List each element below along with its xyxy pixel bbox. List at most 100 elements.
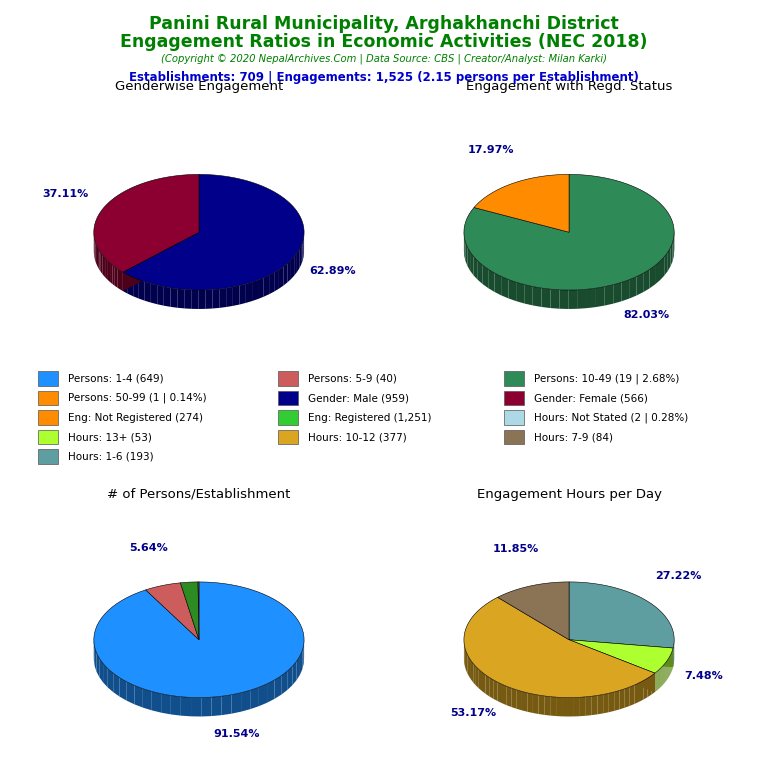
- Polygon shape: [259, 684, 267, 706]
- Text: 11.85%: 11.85%: [493, 544, 539, 554]
- Polygon shape: [586, 697, 591, 716]
- Polygon shape: [104, 257, 106, 278]
- Polygon shape: [106, 259, 108, 280]
- Polygon shape: [474, 257, 478, 280]
- Polygon shape: [133, 277, 139, 299]
- Polygon shape: [161, 694, 170, 714]
- Polygon shape: [569, 640, 655, 692]
- Polygon shape: [269, 273, 274, 294]
- Polygon shape: [551, 289, 560, 309]
- Polygon shape: [651, 673, 655, 695]
- Polygon shape: [144, 282, 151, 303]
- Polygon shape: [252, 280, 258, 301]
- Polygon shape: [99, 251, 101, 272]
- Polygon shape: [482, 265, 488, 288]
- FancyBboxPatch shape: [504, 430, 524, 445]
- Polygon shape: [550, 697, 556, 716]
- Polygon shape: [488, 270, 495, 292]
- Polygon shape: [467, 654, 469, 677]
- Polygon shape: [470, 252, 474, 276]
- Polygon shape: [97, 247, 98, 267]
- Polygon shape: [469, 657, 471, 680]
- Polygon shape: [508, 280, 516, 301]
- Polygon shape: [212, 289, 220, 309]
- Polygon shape: [498, 682, 502, 703]
- Polygon shape: [493, 680, 498, 701]
- Polygon shape: [94, 174, 199, 272]
- Title: # of Persons/Establishment: # of Persons/Establishment: [108, 488, 290, 501]
- Polygon shape: [569, 640, 673, 673]
- Text: Engagement Ratios in Economic Activities (NEC 2018): Engagement Ratios in Economic Activities…: [121, 33, 647, 51]
- Polygon shape: [99, 658, 103, 683]
- Text: Eng: Not Registered (274): Eng: Not Registered (274): [68, 412, 204, 422]
- Polygon shape: [220, 288, 226, 308]
- Text: Establishments: 709 | Engagements: 1,525 (2.15 persons per Establishment): Establishments: 709 | Engagements: 1,525…: [129, 71, 639, 84]
- Polygon shape: [637, 273, 644, 296]
- Polygon shape: [170, 288, 177, 308]
- Text: 5.64%: 5.64%: [129, 543, 168, 553]
- Polygon shape: [489, 677, 493, 699]
- Polygon shape: [300, 650, 303, 675]
- Polygon shape: [639, 680, 644, 702]
- Polygon shape: [578, 290, 587, 309]
- FancyBboxPatch shape: [504, 410, 524, 425]
- Polygon shape: [294, 253, 297, 276]
- Polygon shape: [644, 270, 650, 292]
- Polygon shape: [246, 282, 252, 303]
- Polygon shape: [180, 582, 199, 640]
- Polygon shape: [664, 252, 668, 276]
- Polygon shape: [670, 243, 673, 266]
- Text: 91.54%: 91.54%: [214, 729, 260, 739]
- Polygon shape: [123, 174, 304, 290]
- Polygon shape: [630, 685, 634, 706]
- Polygon shape: [112, 265, 114, 286]
- Polygon shape: [96, 244, 97, 265]
- Polygon shape: [482, 672, 485, 694]
- Polygon shape: [603, 694, 609, 713]
- Polygon shape: [516, 282, 525, 303]
- Text: Persons: 50-99 (1 | 0.14%): Persons: 50-99 (1 | 0.14%): [68, 393, 207, 403]
- Polygon shape: [473, 664, 476, 686]
- Polygon shape: [267, 680, 274, 703]
- Polygon shape: [591, 695, 598, 715]
- Polygon shape: [587, 288, 596, 308]
- Polygon shape: [120, 270, 123, 291]
- Text: 27.22%: 27.22%: [656, 571, 702, 581]
- Polygon shape: [118, 269, 120, 290]
- Text: (Copyright © 2020 NepalArchives.Com | Data Source: CBS | Creator/Analyst: Milan : (Copyright © 2020 NepalArchives.Com | Da…: [161, 54, 607, 65]
- Text: 82.03%: 82.03%: [624, 310, 670, 319]
- Polygon shape: [560, 290, 569, 309]
- Polygon shape: [533, 286, 541, 307]
- Polygon shape: [157, 285, 164, 306]
- Polygon shape: [184, 290, 191, 309]
- Polygon shape: [201, 697, 211, 717]
- Polygon shape: [233, 286, 240, 306]
- Polygon shape: [533, 694, 538, 714]
- FancyBboxPatch shape: [278, 372, 298, 386]
- Polygon shape: [170, 696, 180, 716]
- Polygon shape: [101, 253, 102, 274]
- Polygon shape: [650, 266, 655, 289]
- Title: Engagement with Regd. Status: Engagement with Regd. Status: [466, 80, 672, 93]
- FancyBboxPatch shape: [38, 372, 58, 386]
- Polygon shape: [143, 689, 152, 710]
- Polygon shape: [502, 684, 507, 705]
- Polygon shape: [297, 250, 300, 272]
- Title: Genderwise Engagement: Genderwise Engagement: [115, 80, 283, 93]
- Polygon shape: [231, 693, 241, 713]
- Polygon shape: [621, 280, 629, 301]
- Polygon shape: [108, 261, 110, 282]
- Text: Eng: Registered (1,251): Eng: Registered (1,251): [309, 412, 432, 422]
- Text: Panini Rural Municipality, Arghakhanchi District: Panini Rural Municipality, Arghakhanchi …: [149, 15, 619, 33]
- FancyBboxPatch shape: [38, 430, 58, 445]
- Text: Hours: 13+ (53): Hours: 13+ (53): [68, 432, 152, 442]
- Polygon shape: [94, 647, 97, 672]
- FancyBboxPatch shape: [38, 391, 58, 406]
- Polygon shape: [146, 583, 199, 640]
- Polygon shape: [569, 640, 673, 667]
- Polygon shape: [97, 653, 99, 677]
- Text: Hours: 1-6 (193): Hours: 1-6 (193): [68, 452, 154, 462]
- Polygon shape: [191, 697, 201, 717]
- Polygon shape: [465, 648, 466, 670]
- Polygon shape: [478, 670, 482, 691]
